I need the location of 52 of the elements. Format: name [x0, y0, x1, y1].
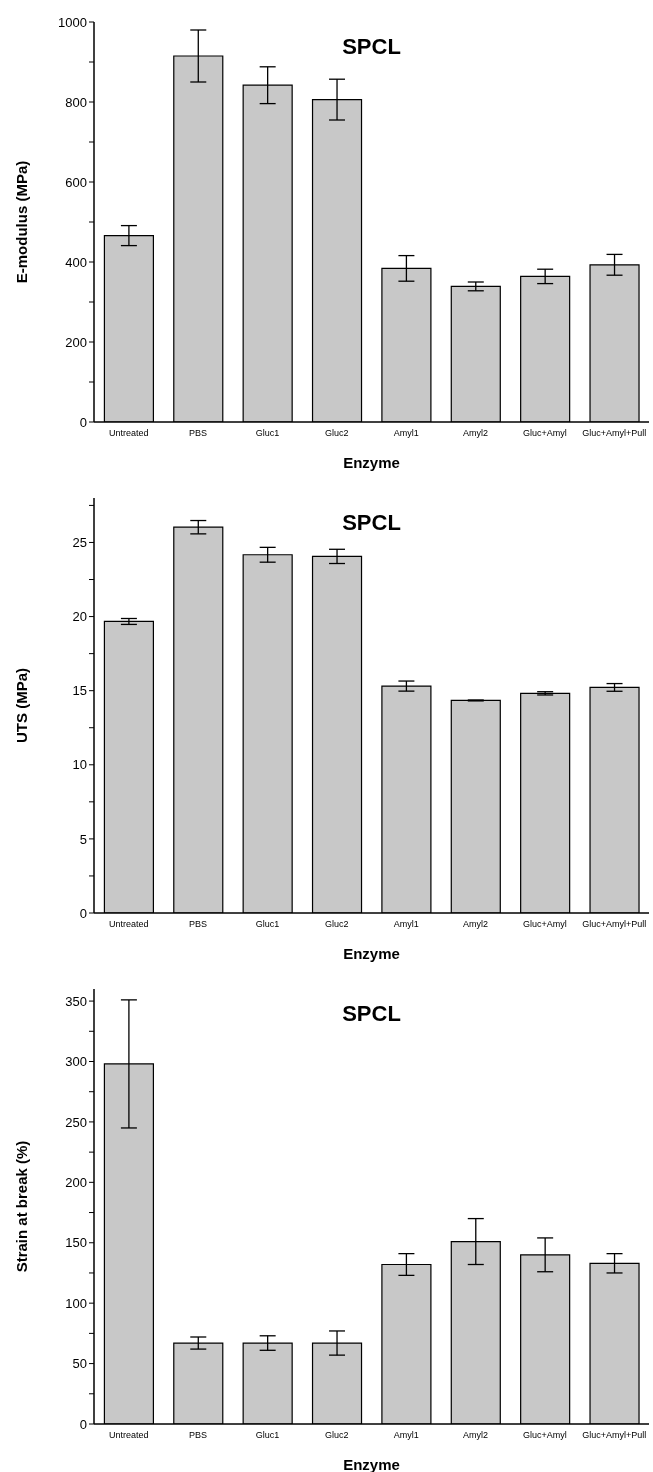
y-tick-label: 0 [79, 414, 87, 430]
x-tick-label: PBS [189, 1430, 208, 1441]
text: SPCL [341, 510, 402, 536]
y-tick-label: 5 [79, 831, 87, 847]
x-tick-label: Amyl1 [393, 1430, 419, 1441]
x-tick-label: Untreated [108, 1430, 149, 1441]
y-tick-label: 100 [65, 1295, 87, 1311]
y-tick-label: 200 [65, 334, 87, 350]
x-tick-label: Amyl2 [463, 919, 489, 930]
x-tick-label: Amyl2 [463, 428, 489, 439]
x-tick-label: Amyl1 [393, 428, 419, 439]
y-tick-label: 0 [79, 905, 87, 921]
x-tick-label: Gluc+Amyl [523, 1430, 567, 1441]
x-axis-title: Enzyme [343, 454, 400, 471]
y-tick-label: 25 [72, 535, 87, 551]
y-tick-label: 1000 [58, 14, 87, 30]
x-tick-label: Gluc2 [325, 1430, 349, 1441]
y-axis-title: Strain at break (%) [13, 1140, 31, 1273]
x-tick-label: Gluc2 [325, 428, 349, 439]
y-axis-title: UTS (MPa) [13, 668, 31, 743]
y-axis-title: E-modulus (MPa) [13, 160, 31, 284]
x-tick-label: Gluc+Amyl+Pull [582, 919, 647, 930]
x-tick-label: Gluc+Amyl [523, 428, 567, 439]
y-tick-label: 50 [72, 1356, 87, 1372]
y-tick-label: 800 [65, 94, 87, 110]
y-tick-label: 350 [65, 993, 87, 1009]
x-tick-label: Gluc1 [255, 919, 280, 930]
x-tick-label: PBS [189, 428, 208, 439]
y-tick-label: 400 [65, 254, 87, 270]
x-axis-title: Enzyme [343, 945, 400, 962]
y-tick-label: 10 [72, 757, 87, 773]
x-tick-label: Gluc1 [255, 428, 280, 439]
x-tick-label: Untreated [108, 428, 149, 439]
x-tick-label: Amyl2 [463, 1430, 489, 1441]
y-tick-label: 200 [65, 1174, 87, 1190]
x-tick-label: Gluc1 [255, 1430, 280, 1441]
y-tick-label: 20 [72, 609, 87, 625]
y-tick-label: 600 [65, 174, 87, 190]
text: SPCL [341, 1001, 402, 1027]
y-tick-label: 15 [72, 683, 87, 699]
x-tick-label: PBS [189, 919, 208, 930]
x-tick-label: Untreated [108, 919, 149, 930]
y-tick-label: 250 [65, 1114, 87, 1130]
y-tick-label: 300 [65, 1054, 87, 1070]
x-tick-label: Gluc+Amyl [523, 919, 567, 930]
y-tick-label: 150 [65, 1235, 87, 1251]
x-tick-label: Gluc+Amyl+Pull [582, 428, 647, 439]
x-tick-label: Gluc+Amyl+Pull [582, 1430, 647, 1441]
text: SPCL [341, 34, 402, 60]
x-tick-label: Amyl1 [393, 919, 419, 930]
x-tick-label: Gluc2 [325, 919, 349, 930]
y-tick-label: 0 [79, 1416, 87, 1432]
